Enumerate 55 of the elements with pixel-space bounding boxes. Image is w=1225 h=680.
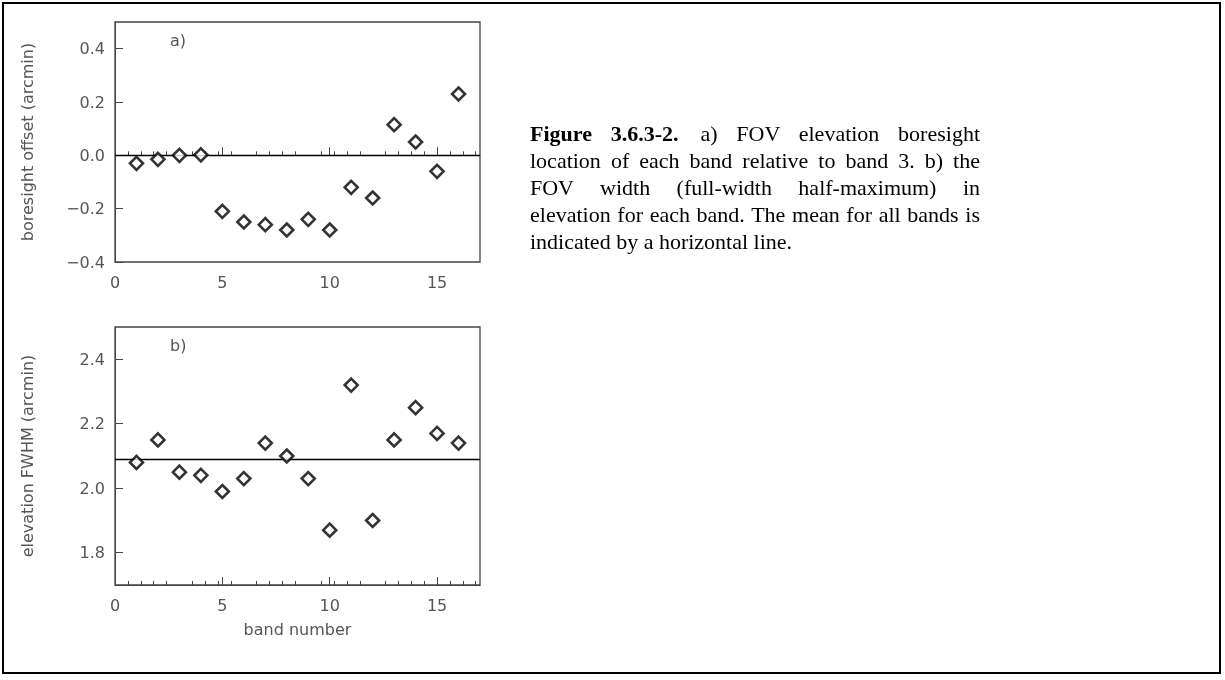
point — [343, 377, 359, 393]
point — [214, 483, 231, 500]
y-axis-title: boresight offset (arcmin) — [17, 42, 37, 242]
point — [236, 214, 252, 230]
point — [257, 435, 274, 451]
annotation: b) — [170, 335, 187, 355]
point — [386, 432, 402, 448]
y-tick-label: 0.2 — [79, 92, 105, 112]
point — [150, 432, 166, 448]
point — [407, 134, 424, 150]
y-tick-label: 2.2 — [79, 414, 105, 434]
x-tick-label: 15 — [426, 595, 448, 615]
x-axis-title: band number — [243, 619, 352, 639]
y-tick-label: 1.8 — [79, 543, 105, 563]
point — [321, 222, 338, 238]
point — [429, 425, 445, 442]
x-tick-label: 0 — [109, 595, 121, 615]
point — [450, 86, 467, 102]
y-tick-label: 0.0 — [79, 145, 105, 165]
x-tick-label: 0 — [109, 272, 121, 292]
point — [450, 435, 467, 451]
point — [150, 151, 166, 168]
point — [193, 147, 209, 163]
y-tick-label: −0.4 — [66, 252, 105, 272]
x-tick-label: 5 — [217, 272, 228, 292]
point — [407, 399, 424, 416]
annotation: a) — [170, 30, 187, 50]
point — [171, 147, 188, 164]
x-tick-label: 5 — [217, 595, 228, 615]
point — [278, 222, 295, 238]
point — [321, 522, 338, 538]
y-tick-label: 2.4 — [79, 349, 105, 369]
caption: Figure 3.6.3-2. — [530, 121, 679, 146]
point — [128, 155, 145, 172]
point — [257, 216, 274, 233]
x-tick-label: 15 — [426, 272, 448, 292]
point — [343, 179, 359, 196]
point — [236, 470, 252, 487]
point — [214, 203, 231, 220]
point — [364, 512, 381, 529]
point — [171, 464, 188, 480]
x-tick-label: 10 — [319, 272, 340, 292]
point — [386, 116, 402, 133]
point — [364, 190, 381, 206]
point — [193, 467, 209, 484]
point — [300, 211, 317, 228]
y-tick-label: 0.4 — [79, 39, 105, 59]
y-tick-label: 2.0 — [79, 478, 105, 498]
y-axis-title: elevation FWHM (arcmin) — [17, 354, 37, 558]
y-tick-label: −0.2 — [66, 199, 105, 219]
point — [278, 448, 295, 464]
point — [128, 454, 145, 471]
x-tick-label: 10 — [319, 595, 340, 615]
point — [300, 470, 317, 487]
point — [429, 163, 445, 180]
